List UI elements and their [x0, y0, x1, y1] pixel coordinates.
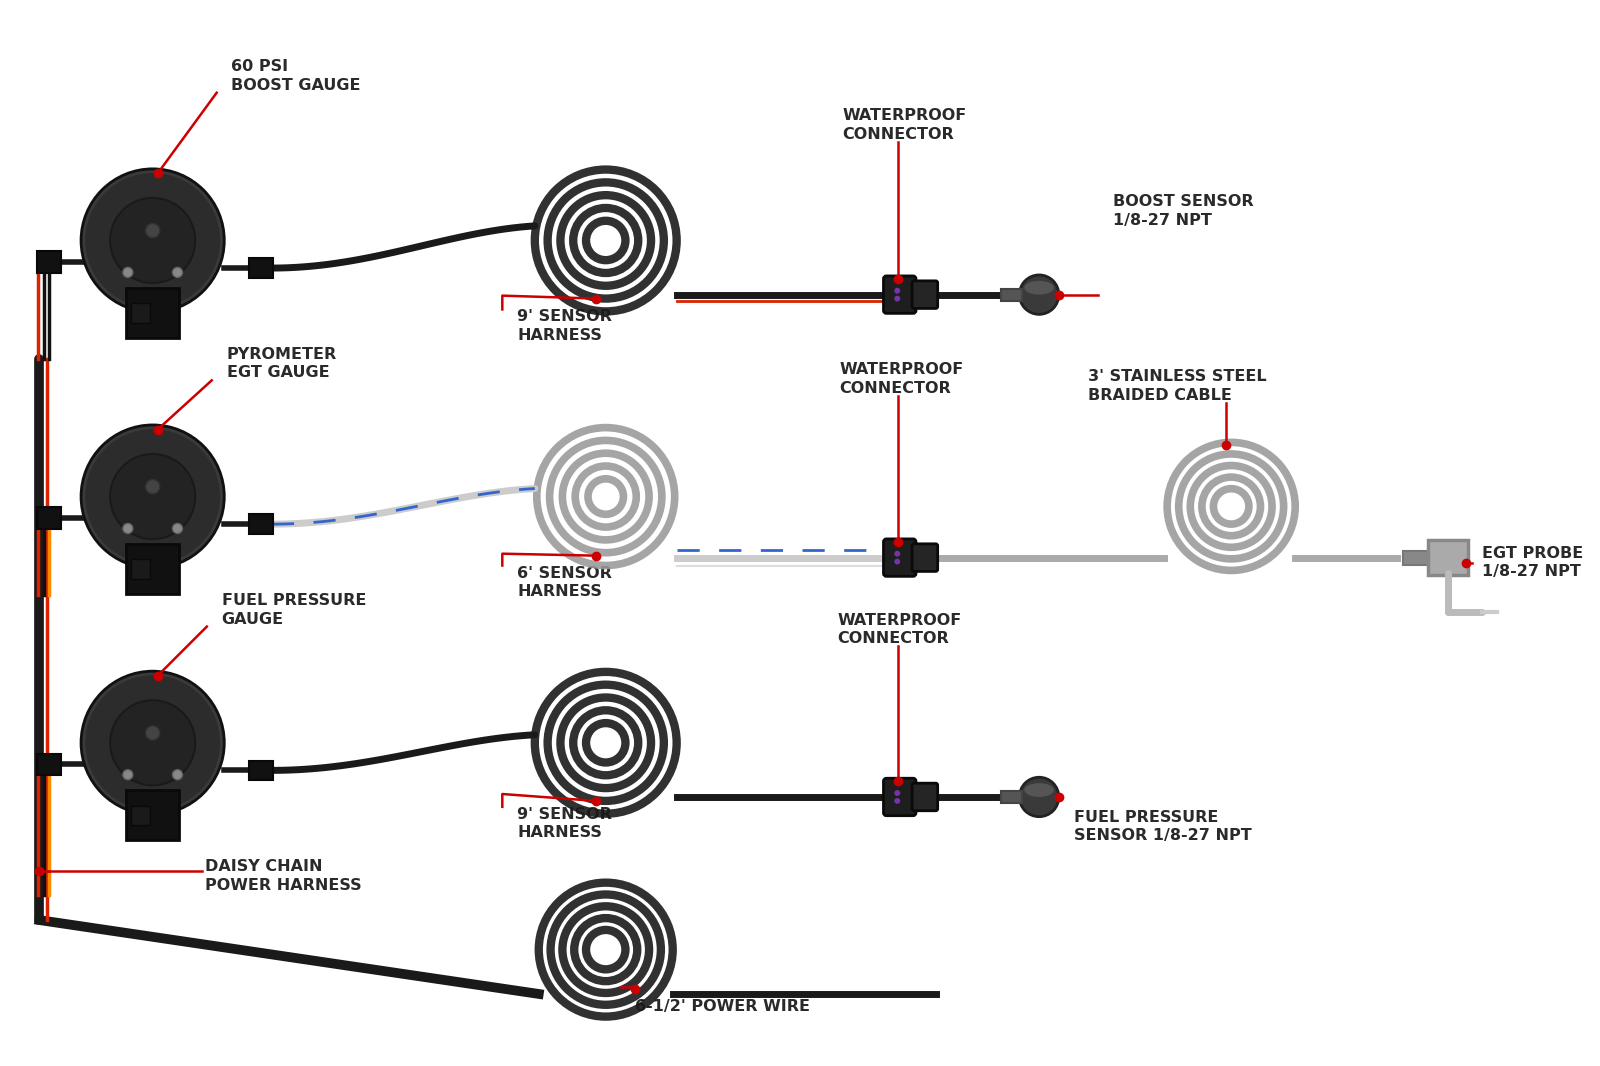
FancyBboxPatch shape [912, 544, 938, 571]
Circle shape [110, 700, 195, 786]
Text: FUEL PRESSURE
SENSOR 1/8-27 NPT: FUEL PRESSURE SENSOR 1/8-27 NPT [1074, 810, 1251, 843]
FancyBboxPatch shape [912, 280, 938, 308]
Circle shape [123, 523, 133, 533]
Circle shape [146, 726, 160, 740]
Text: 60 PSI
BOOST GAUGE: 60 PSI BOOST GAUGE [232, 59, 362, 93]
Circle shape [123, 770, 133, 779]
FancyBboxPatch shape [883, 276, 915, 313]
Ellipse shape [1024, 280, 1054, 294]
Text: 3' STAINLESS STEEL
BRAIDED CABLE: 3' STAINLESS STEEL BRAIDED CABLE [1088, 370, 1267, 403]
Text: WATERPROOF
CONNECTOR: WATERPROOF CONNECTOR [842, 109, 966, 142]
FancyBboxPatch shape [883, 778, 915, 815]
FancyBboxPatch shape [37, 507, 61, 529]
Text: PYROMETER
EGT GAUGE: PYROMETER EGT GAUGE [227, 346, 336, 381]
Circle shape [82, 425, 224, 567]
Circle shape [894, 551, 901, 556]
FancyBboxPatch shape [1403, 551, 1432, 565]
FancyBboxPatch shape [1429, 539, 1467, 576]
Circle shape [82, 672, 224, 813]
FancyBboxPatch shape [126, 791, 179, 840]
FancyBboxPatch shape [131, 304, 150, 323]
Text: EGT PROBE
1/8-27 NPT: EGT PROBE 1/8-27 NPT [1482, 546, 1584, 579]
Circle shape [894, 790, 901, 796]
FancyBboxPatch shape [126, 288, 179, 338]
FancyBboxPatch shape [250, 760, 274, 780]
Circle shape [110, 198, 195, 282]
Circle shape [173, 770, 182, 779]
FancyBboxPatch shape [250, 514, 274, 534]
Circle shape [173, 523, 182, 533]
Circle shape [1019, 275, 1059, 314]
Circle shape [123, 268, 133, 277]
FancyBboxPatch shape [883, 539, 915, 577]
Text: 6-1/2' POWER WIRE: 6-1/2' POWER WIRE [635, 999, 810, 1014]
Circle shape [894, 559, 901, 565]
Text: DAISY CHAIN
POWER HARNESS: DAISY CHAIN POWER HARNESS [205, 859, 362, 892]
Circle shape [894, 798, 901, 804]
Text: 9' SENSOR
HARNESS: 9' SENSOR HARNESS [517, 807, 611, 840]
Circle shape [894, 295, 901, 302]
Text: 9' SENSOR
HARNESS: 9' SENSOR HARNESS [517, 309, 611, 343]
Circle shape [146, 224, 160, 238]
FancyBboxPatch shape [131, 560, 150, 579]
Circle shape [110, 454, 195, 539]
FancyBboxPatch shape [1000, 289, 1022, 301]
FancyBboxPatch shape [131, 806, 150, 825]
FancyBboxPatch shape [912, 784, 938, 811]
FancyBboxPatch shape [37, 252, 61, 273]
Text: BOOST SENSOR
1/8-27 NPT: BOOST SENSOR 1/8-27 NPT [1114, 194, 1254, 228]
Circle shape [82, 169, 224, 311]
Text: WATERPROOF
CONNECTOR: WATERPROOF CONNECTOR [838, 362, 963, 397]
Text: FUEL PRESSURE
GAUGE: FUEL PRESSURE GAUGE [222, 593, 366, 627]
FancyBboxPatch shape [250, 258, 274, 278]
FancyBboxPatch shape [1000, 791, 1022, 803]
Circle shape [1019, 777, 1059, 817]
Text: WATERPROOF
CONNECTOR: WATERPROOF CONNECTOR [837, 613, 962, 646]
Text: 6' SENSOR
HARNESS: 6' SENSOR HARNESS [517, 565, 611, 599]
Circle shape [173, 268, 182, 277]
FancyBboxPatch shape [126, 545, 179, 594]
Circle shape [146, 480, 160, 494]
Ellipse shape [1024, 784, 1054, 797]
Circle shape [894, 288, 901, 293]
FancyBboxPatch shape [37, 754, 61, 775]
